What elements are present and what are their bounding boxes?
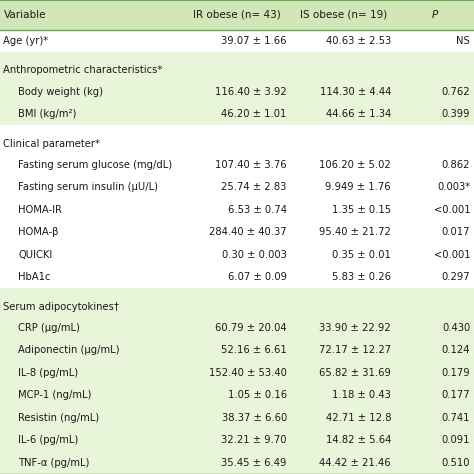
Text: 284.40 ± 40.37: 284.40 ± 40.37 — [209, 227, 287, 237]
Text: Adiponectin (μg/mL): Adiponectin (μg/mL) — [18, 345, 119, 355]
Text: HOMA-IR: HOMA-IR — [18, 205, 62, 215]
Text: 152.40 ± 53.40: 152.40 ± 53.40 — [209, 368, 287, 378]
Text: 106.20 ± 5.02: 106.20 ± 5.02 — [319, 160, 391, 170]
Text: <0.001: <0.001 — [434, 250, 470, 260]
Bar — [0, 384, 474, 407]
Text: 0.017: 0.017 — [442, 227, 470, 237]
Text: HOMA-β: HOMA-β — [18, 227, 58, 237]
Text: 38.37 ± 6.60: 38.37 ± 6.60 — [221, 413, 287, 423]
Text: QUICKI: QUICKI — [18, 250, 52, 260]
Text: 0.862: 0.862 — [442, 160, 470, 170]
Text: 39.07 ± 1.66: 39.07 ± 1.66 — [221, 36, 287, 46]
Bar — [0, 30, 474, 52]
Bar — [0, 452, 474, 474]
Text: 0.741: 0.741 — [442, 413, 470, 423]
Text: 44.66 ± 1.34: 44.66 ± 1.34 — [326, 109, 391, 119]
Text: 42.71 ± 12.8: 42.71 ± 12.8 — [326, 413, 391, 423]
Bar — [0, 125, 474, 154]
Text: 25.74 ± 2.83: 25.74 ± 2.83 — [221, 182, 287, 192]
Text: CRP (μg/mL): CRP (μg/mL) — [18, 323, 80, 333]
Text: 0.35 ± 0.01: 0.35 ± 0.01 — [332, 250, 391, 260]
Bar — [0, 429, 474, 452]
Bar — [0, 103, 474, 125]
Text: 5.83 ± 0.26: 5.83 ± 0.26 — [332, 272, 391, 282]
Bar — [0, 221, 474, 243]
Text: Anthropometric characteristics*: Anthropometric characteristics* — [3, 65, 162, 75]
Text: 0.177: 0.177 — [442, 390, 470, 400]
Text: Variable: Variable — [4, 10, 46, 20]
Text: BMI (kg/m²): BMI (kg/m²) — [18, 109, 76, 119]
Text: IL-8 (pg/mL): IL-8 (pg/mL) — [18, 368, 78, 378]
Text: Clinical parameter*: Clinical parameter* — [3, 138, 100, 148]
Text: IR obese (n= 43): IR obese (n= 43) — [193, 10, 281, 20]
Text: 14.82 ± 5.64: 14.82 ± 5.64 — [326, 435, 391, 445]
Text: 72.17 ± 12.27: 72.17 ± 12.27 — [319, 345, 391, 355]
Text: 116.40 ± 3.92: 116.40 ± 3.92 — [215, 87, 287, 97]
Bar — [0, 154, 474, 176]
Text: 95.40 ± 21.72: 95.40 ± 21.72 — [319, 227, 391, 237]
Text: IS obese (n= 19): IS obese (n= 19) — [300, 10, 387, 20]
Text: 0.430: 0.430 — [442, 323, 470, 333]
Text: 0.399: 0.399 — [442, 109, 470, 119]
Text: 114.30 ± 4.44: 114.30 ± 4.44 — [319, 87, 391, 97]
Text: 0.124: 0.124 — [442, 345, 470, 355]
Text: 65.82 ± 31.69: 65.82 ± 31.69 — [319, 368, 391, 378]
Text: 0.179: 0.179 — [442, 368, 470, 378]
Text: Resistin (ng/mL): Resistin (ng/mL) — [18, 413, 99, 423]
Bar — [0, 52, 474, 80]
Text: 35.45 ± 6.49: 35.45 ± 6.49 — [221, 458, 287, 468]
Text: 0.297: 0.297 — [442, 272, 470, 282]
Text: 1.05 ± 0.16: 1.05 ± 0.16 — [228, 390, 287, 400]
Text: 0.003*: 0.003* — [437, 182, 470, 192]
Bar — [0, 288, 474, 317]
Bar — [0, 80, 474, 103]
Text: Serum adipocytokines†: Serum adipocytokines† — [3, 301, 119, 312]
Text: Age (yr)*: Age (yr)* — [3, 36, 48, 46]
Text: 0.30 ± 0.003: 0.30 ± 0.003 — [222, 250, 287, 260]
Text: 1.35 ± 0.15: 1.35 ± 0.15 — [332, 205, 391, 215]
Text: 60.79 ± 20.04: 60.79 ± 20.04 — [215, 323, 287, 333]
Text: NS: NS — [456, 36, 470, 46]
Bar — [0, 339, 474, 362]
Text: 1.18 ± 0.43: 1.18 ± 0.43 — [332, 390, 391, 400]
Text: 52.16 ± 6.61: 52.16 ± 6.61 — [221, 345, 287, 355]
Text: MCP-1 (ng/mL): MCP-1 (ng/mL) — [18, 390, 91, 400]
Bar — [0, 266, 474, 288]
Text: 40.63 ± 2.53: 40.63 ± 2.53 — [326, 36, 391, 46]
Text: P: P — [432, 10, 438, 20]
Text: 44.42 ± 21.46: 44.42 ± 21.46 — [319, 458, 391, 468]
Text: TNF-α (pg/mL): TNF-α (pg/mL) — [18, 458, 90, 468]
Bar — [0, 317, 474, 339]
Bar — [0, 199, 474, 221]
Bar — [0, 243, 474, 266]
Text: 6.53 ± 0.74: 6.53 ± 0.74 — [228, 205, 287, 215]
Text: 107.40 ± 3.76: 107.40 ± 3.76 — [215, 160, 287, 170]
Bar — [0, 176, 474, 199]
Text: HbA1c: HbA1c — [18, 272, 51, 282]
Text: IL-6 (pg/mL): IL-6 (pg/mL) — [18, 435, 78, 445]
Bar — [0, 407, 474, 429]
Text: 0.091: 0.091 — [442, 435, 470, 445]
Text: Body weight (kg): Body weight (kg) — [18, 87, 103, 97]
Text: Fasting serum insulin (μU/L): Fasting serum insulin (μU/L) — [18, 182, 158, 192]
Text: 0.510: 0.510 — [442, 458, 470, 468]
Text: <0.001: <0.001 — [434, 205, 470, 215]
Text: 6.07 ± 0.09: 6.07 ± 0.09 — [228, 272, 287, 282]
Bar — [0, 362, 474, 384]
Text: 46.20 ± 1.01: 46.20 ± 1.01 — [221, 109, 287, 119]
Bar — [0, 0, 474, 30]
Text: 33.90 ± 22.92: 33.90 ± 22.92 — [319, 323, 391, 333]
Text: Fasting serum glucose (mg/dL): Fasting serum glucose (mg/dL) — [18, 160, 172, 170]
Text: 9.949 ± 1.76: 9.949 ± 1.76 — [326, 182, 391, 192]
Text: 0.762: 0.762 — [442, 87, 470, 97]
Text: 32.21 ± 9.70: 32.21 ± 9.70 — [221, 435, 287, 445]
